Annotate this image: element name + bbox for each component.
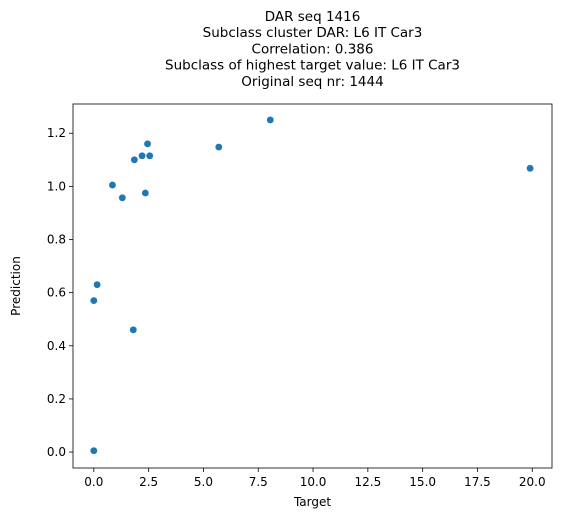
y-tick-label: 0.4: [47, 339, 66, 353]
plot-area-frame: [72, 103, 553, 469]
y-tick-label: 1.0: [47, 179, 66, 193]
scatter-point: [129, 326, 138, 334]
scatter-point: [90, 446, 98, 455]
scatter-point: [266, 116, 275, 124]
y-tick-label: 0.8: [47, 233, 66, 247]
y-axis-ticks: 0.0 0.2 0.4 0.6 0.8 1.0 1.2: [47, 126, 73, 459]
y-tick-label: 1.2: [47, 126, 66, 140]
y-axis-label: Prediction: [9, 256, 23, 316]
scatter-point: [138, 152, 146, 160]
chart-title-line: Subclass cluster DAR: L6 IT Car3: [203, 25, 423, 41]
x-axis-label: Target: [293, 495, 331, 509]
scatter-point: [214, 143, 223, 151]
scatter-point: [93, 280, 101, 289]
x-tick-label: 7.5: [249, 475, 268, 489]
scatter-point: [526, 164, 534, 173]
y-tick-label: 0.0: [47, 445, 66, 459]
x-tick-label: 5.0: [194, 475, 213, 489]
y-tick-label: 0.2: [47, 392, 66, 406]
x-tick-label: 17.5: [464, 475, 491, 489]
scatter-point: [143, 140, 152, 148]
chart-title-line: Subclass of highest target value: L6 IT …: [165, 58, 460, 74]
scatter-point: [145, 152, 154, 160]
scatter-point: [108, 181, 117, 189]
x-tick-label: 2.5: [139, 475, 158, 489]
chart-title-line: Correlation: 0.386: [252, 41, 374, 57]
x-tick-label: 0.0: [84, 475, 103, 489]
x-tick-label: 12.5: [354, 475, 381, 489]
chart-title-line: Original seq nr: 1444: [241, 74, 383, 90]
scatter-point: [141, 189, 150, 197]
x-tick-label: 15.0: [409, 475, 436, 489]
scatter-point: [130, 155, 139, 164]
chart-title-line: DAR seq 1416: [265, 9, 361, 25]
scatter-point: [118, 193, 127, 202]
y-tick-label: 0.6: [47, 286, 66, 300]
scatter-points: [90, 116, 534, 455]
scatter-point: [90, 296, 98, 305]
x-tick-label: 20.0: [519, 475, 546, 489]
x-tick-label: 10.0: [300, 475, 327, 489]
x-axis-ticks: 0.0 2.5 5.0 7.5 10.0 12.5 15.0 17.5 20.0: [84, 468, 546, 489]
